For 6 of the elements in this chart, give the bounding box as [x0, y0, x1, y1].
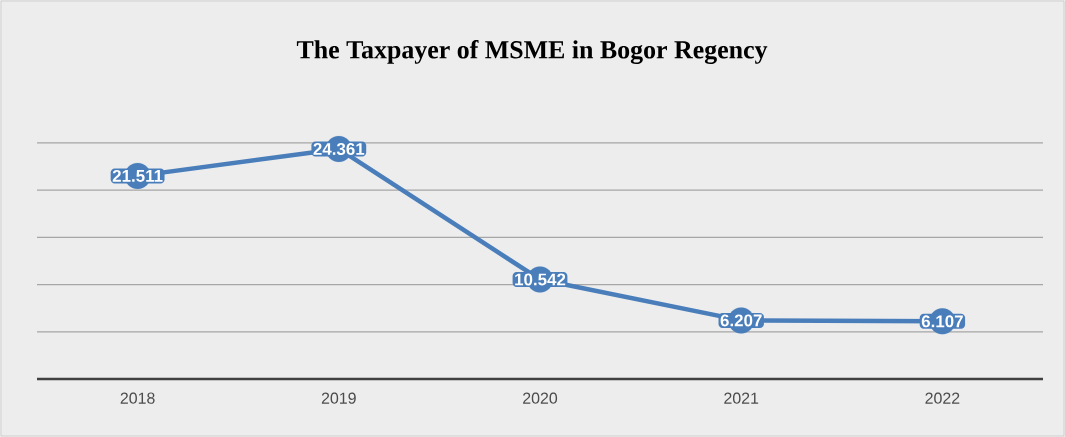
- x-tick-label: 2021: [724, 392, 759, 404]
- x-tick-label: 2018: [120, 392, 155, 404]
- x-tick-label: 2019: [321, 392, 356, 404]
- x-tick-label: 2020: [523, 392, 558, 404]
- chart-title: The Taxpayer of MSME in Bogor Regency: [296, 40, 768, 64]
- x-tick-label: 2022: [925, 392, 960, 404]
